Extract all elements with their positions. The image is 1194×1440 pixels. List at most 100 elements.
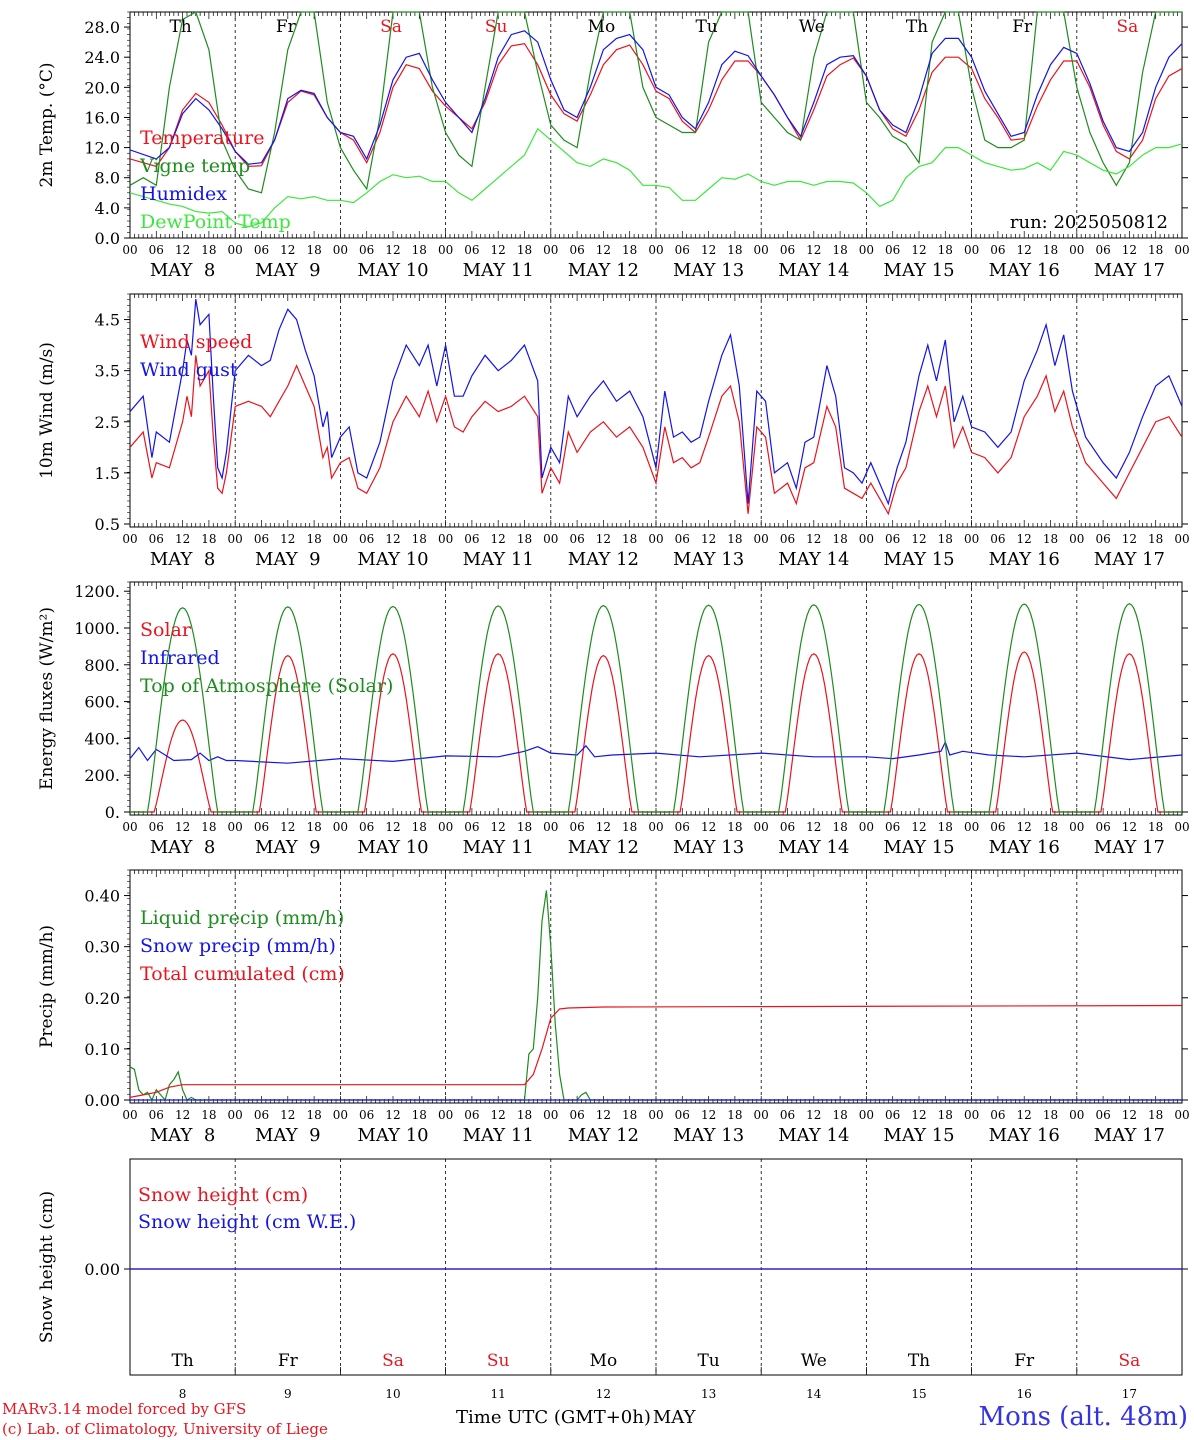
hour-tick-label: 00 [964,1108,979,1122]
day-number: 12 [596,1387,611,1401]
hour-tick-label: 06 [569,243,584,257]
date-label: MAY 16 [989,549,1060,570]
legend-entry: Wind gust [140,359,238,381]
hour-tick-label: 00 [648,532,663,546]
legend-entry: Top of Atmosphere (Solar) [140,675,393,697]
y-tick-label: 200. [84,766,120,785]
hour-tick-label: 00 [1069,243,1084,257]
hour-tick-label: 18 [517,820,532,834]
y-tick-label: 3.5 [95,362,120,381]
hour-tick-label: 00 [648,1108,663,1122]
hour-tick-label: 18 [1148,243,1163,257]
date-label: MAY 8 [150,260,215,281]
hour-tick-label: 18 [938,243,953,257]
date-label: MAY 13 [673,837,744,858]
hour-tick-label: 18 [727,532,742,546]
hour-tick-label: 18 [622,1108,637,1122]
day-number: 17 [1122,1387,1137,1401]
hour-tick-label: 06 [1095,820,1110,834]
hour-tick-label: 18 [517,1108,532,1122]
hour-tick-label: 06 [254,532,269,546]
series-line-total-cumulated-cm- [130,1004,1182,1098]
hour-tick-label: 00 [438,1108,453,1122]
legend-entry: Liquid precip (mm/h) [140,907,344,929]
date-label: MAY 8 [150,1125,215,1146]
y-tick-label: 0.00 [84,1091,120,1110]
series-line-infrared [130,740,1182,764]
date-label: MAY 13 [673,260,744,281]
hour-tick-label: 00 [1069,532,1084,546]
series-line-dewpoint-temp [130,127,1182,228]
date-label: MAY 14 [778,837,849,858]
date-label: MAY 10 [357,837,428,858]
day-name-top: Mo [588,17,616,37]
day-number: 13 [701,1387,716,1401]
legend-entry: Snow height (cm) [138,1184,308,1206]
hour-tick-label: 18 [727,1108,742,1122]
day-name-bottom: Sa [382,1351,404,1371]
hour-tick-label: 12 [911,243,926,257]
hour-tick-label: 18 [1043,820,1058,834]
hour-tick-label: 12 [911,820,926,834]
hour-tick-label: 18 [1148,820,1163,834]
date-label: MAY 11 [463,1125,534,1146]
hour-tick-label: 12 [701,243,716,257]
y-tick-label: 0.0 [95,229,120,248]
hour-tick-label: 00 [228,243,243,257]
day-name-bottom: Th [908,1351,930,1371]
hour-tick-label: 12 [596,820,611,834]
hour-tick-label: 12 [1017,532,1032,546]
legend-entry: Wind speed [140,331,252,353]
y-tick-label: 8.0 [95,169,120,188]
series-line-wind-speed [130,355,1182,516]
hour-tick-label: 12 [1017,243,1032,257]
y-tick-label: 0.5 [95,515,120,534]
hour-tick-label: 00 [543,532,558,546]
date-label: MAY 10 [357,260,428,281]
hour-tick-label: 12 [491,243,506,257]
hour-tick-label: 06 [675,1108,690,1122]
hour-tick-label: 12 [385,532,400,546]
hour-tick-label: 00 [859,820,874,834]
hour-tick-label: 00 [964,243,979,257]
hour-tick-label: 00 [438,532,453,546]
hour-tick-label: 12 [385,243,400,257]
hour-tick-label: 12 [175,1108,190,1122]
series-line-vigne-temp [130,11,1182,194]
hour-tick-label: 06 [780,820,795,834]
hour-tick-label: 00 [1069,820,1084,834]
series-line-wind-gust [130,299,1182,506]
date-label: MAY 9 [255,837,320,858]
date-label: MAY 10 [357,1125,428,1146]
hour-tick-label: 06 [569,820,584,834]
day-number: 9 [284,1387,292,1401]
date-label: MAY 17 [1094,260,1165,281]
y-tick-label: 0.30 [84,938,120,957]
day-name-bottom: Tu [697,1351,719,1371]
y-axis-label: Energy fluxes (W/m²) [37,607,57,790]
hour-tick-label: 00 [648,820,663,834]
hour-tick-label: 12 [1122,1108,1137,1122]
hour-tick-label: 06 [675,532,690,546]
day-name-top: Fr [1012,17,1033,37]
hour-tick-label: 00 [1174,243,1189,257]
legend-entry: Solar [140,619,192,641]
hour-tick-label: 06 [990,243,1005,257]
hour-tick-label: 18 [517,532,532,546]
date-label: MAY 9 [255,1125,320,1146]
legend-entry: Infrared [140,647,220,669]
y-tick-label: 0.20 [84,989,120,1008]
hour-tick-label: 00 [543,1108,558,1122]
date-label: MAY 11 [463,837,534,858]
hour-tick-label: 18 [1043,1108,1058,1122]
hour-tick-label: 00 [754,532,769,546]
hour-tick-label: 18 [306,1108,321,1122]
day-name-top: Sa [1117,17,1139,37]
hour-tick-label: 12 [596,1108,611,1122]
hour-tick-label: 18 [1148,1108,1163,1122]
hour-tick-label: 06 [359,1108,374,1122]
hour-tick-label: 00 [122,820,137,834]
hour-tick-label: 18 [832,1108,847,1122]
hour-tick-label: 00 [543,243,558,257]
hour-tick-label: 18 [832,243,847,257]
